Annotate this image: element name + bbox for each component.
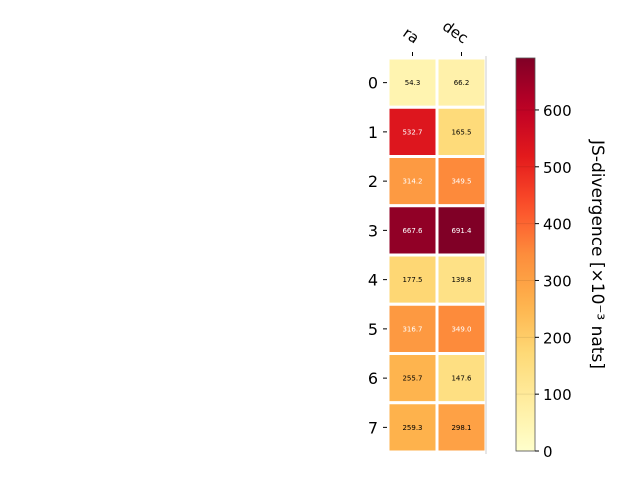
colorbar-tick-label: 200 [543,329,572,347]
cell-value-label: 316.7 [402,325,422,333]
heatmap-cell [435,401,488,454]
row-labels: 0 1 2 3 4 5 6 7 [368,74,387,437]
row-label: 2 [368,172,378,191]
cell-value-label: 314.2 [402,178,422,186]
column-label: dec [439,17,471,47]
colorbar: 0 100 200 300 400 500 600 JS-divergence [×10⁻³ … [515,57,607,461]
cell-value-label: 177.5 [402,276,422,284]
cell-value-label: 298.1 [451,424,471,432]
row-label: 5 [368,320,378,339]
cell-value-label: 255.7 [402,375,422,383]
row-label: 0 [368,74,378,93]
row-label: 1 [368,123,378,142]
colorbar-tick-label: 300 [543,272,572,290]
cell-value-label: 165.5 [451,128,471,136]
row-label: 3 [368,221,378,240]
colorbar-tick-label: 500 [543,159,572,177]
column-labels: ra dec [400,17,472,56]
cell-value-label: 349.5 [451,178,471,186]
heatmap-grid: 54.3 66.2 532.7 165.5 314.2 349.5 667.6 691.4 17… [386,56,488,454]
cell-value-label: 667.6 [402,227,423,235]
colorbar-label: JS-divergence [×10⁻³ nats] [587,139,607,369]
cell-value-label: 54.3 [405,79,421,87]
cell-value-label: 139.8 [451,276,471,284]
column-label: ra [400,24,423,48]
colorbar-tick-label: 600 [543,102,572,120]
cell-value-label: 532.7 [402,128,422,136]
cell-value-label: 691.4 [451,227,472,235]
heatmap-cell [435,253,488,306]
row-label: 4 [368,271,378,290]
heatmap-cell [435,204,488,257]
cell-value-label: 147.6 [451,375,472,383]
row-label: 7 [368,418,378,437]
cell-value-label: 66.2 [454,79,470,87]
colorbar-gradient [515,57,536,452]
colorbar-tick-label: 100 [543,386,572,404]
cell-value-label: 349.0 [451,325,471,333]
colorbar-tick-label: 400 [543,216,572,234]
row-label: 6 [368,369,378,388]
cell-value-label: 259.3 [402,424,422,432]
colorbar-tick-label: 0 [543,443,553,461]
